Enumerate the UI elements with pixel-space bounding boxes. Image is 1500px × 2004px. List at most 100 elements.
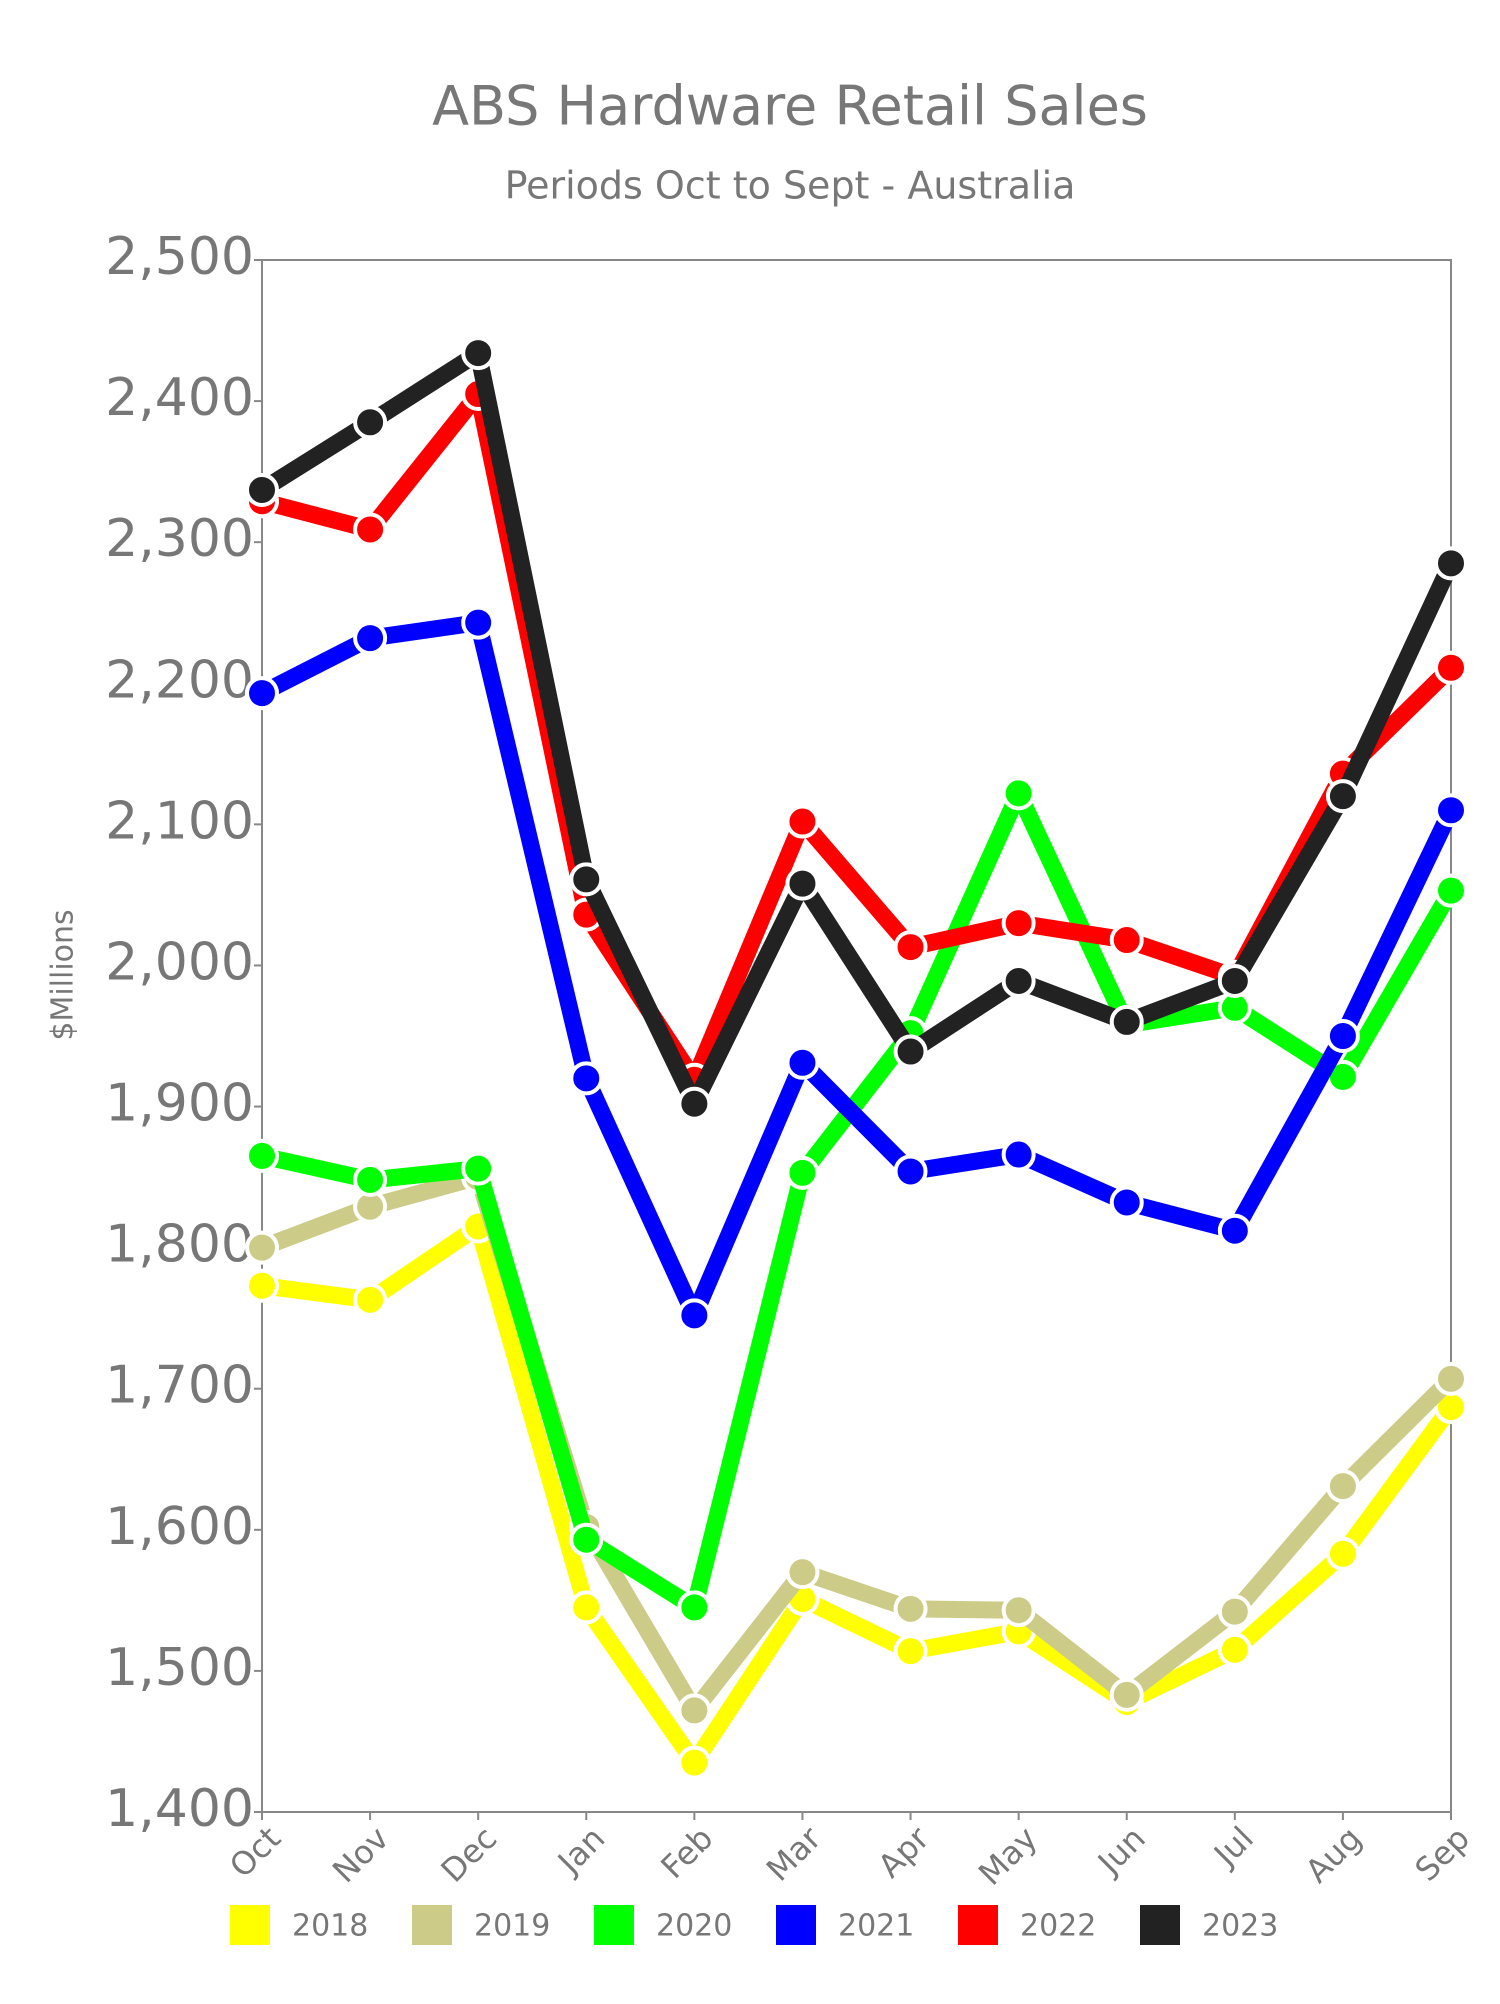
data-point [1217, 1213, 1252, 1248]
data-point [569, 862, 604, 897]
data-point [245, 472, 279, 507]
y-tick-label: 1,500 [105, 1638, 254, 1698]
data-point [245, 1230, 279, 1265]
x-tick-label: Jun [1089, 1819, 1153, 1883]
data-point [1217, 963, 1252, 998]
data-point [1217, 1632, 1252, 1667]
chart-title: ABS Hardware Retail Sales [432, 75, 1148, 138]
data-point [1434, 873, 1468, 908]
data-point [677, 1693, 712, 1728]
data-point [1217, 1594, 1252, 1629]
data-point [677, 1590, 712, 1625]
data-point [785, 1155, 820, 1190]
data-point [785, 1555, 820, 1590]
y-tick-label: 1,900 [105, 1074, 254, 1134]
data-point [785, 1045, 820, 1080]
y-tick-label: 2,400 [105, 368, 254, 428]
legend-swatch [776, 1905, 816, 1945]
x-tick-label: Apr [871, 1819, 938, 1886]
y-tick-label: 2,100 [105, 791, 254, 851]
data-point [1109, 923, 1144, 958]
data-point [893, 1591, 928, 1626]
plot-frame [261, 259, 1452, 1813]
x-tick-label: Dec [434, 1819, 505, 1890]
x-tick-label: Jan [549, 1819, 612, 1882]
x-tick-label: Jul [1205, 1819, 1261, 1875]
data-point [1434, 546, 1468, 581]
legend-label: 2018 [292, 1909, 368, 1944]
data-point [1325, 779, 1360, 814]
series-line [253, 614, 1460, 1324]
data-point [785, 804, 820, 839]
legend-label: 2020 [656, 1909, 732, 1944]
data-point [353, 1162, 388, 1197]
data-point [569, 1061, 604, 1096]
legend-swatch [1140, 1905, 1180, 1945]
legend-label: 2019 [474, 1909, 550, 1944]
data-point [1434, 1361, 1468, 1396]
data-point [1109, 1677, 1144, 1712]
data-point [569, 1590, 604, 1625]
y-tick-label: 1,400 [105, 1779, 254, 1839]
data-point [677, 1298, 712, 1333]
y-axis-label: $Millions [46, 909, 81, 1040]
data-point [353, 621, 388, 656]
y-tick-label: 2,200 [105, 650, 254, 710]
data-point [677, 1745, 712, 1780]
legend-swatch [958, 1905, 998, 1945]
x-tick-label: May [971, 1819, 1045, 1893]
data-point [1325, 1019, 1360, 1053]
y-tick-label: 2,000 [105, 932, 254, 992]
data-point [245, 676, 279, 711]
series-line [253, 344, 1460, 1113]
data-point [353, 1282, 388, 1317]
data-point [461, 336, 496, 371]
data-point [785, 866, 820, 901]
x-tick-label: Sep [1408, 1819, 1478, 1889]
data-point [893, 1634, 928, 1669]
data-point [1109, 1004, 1144, 1039]
data-point [1325, 1469, 1360, 1504]
data-point [461, 605, 496, 640]
data-point [353, 405, 388, 440]
legend-label: 2022 [1020, 1909, 1096, 1944]
x-tick-label: Aug [1298, 1819, 1369, 1890]
chart-subtitle: Periods Oct to Sept - Australia [505, 164, 1076, 208]
data-point [569, 1522, 604, 1557]
data-point [1434, 793, 1468, 828]
y-tick-label: 1,600 [105, 1497, 254, 1557]
series-line [253, 784, 1460, 1616]
data-point [1434, 650, 1468, 685]
legend-label: 2023 [1202, 1909, 1278, 1944]
y-tick-label: 1,700 [105, 1356, 254, 1416]
legend-swatch [594, 1905, 634, 1945]
legend-swatch [412, 1905, 452, 1945]
series-line [253, 1168, 1460, 1719]
data-point [1325, 1536, 1360, 1571]
data-point [1001, 906, 1036, 941]
data-point [677, 1086, 712, 1121]
legend-label: 2021 [838, 1909, 914, 1944]
data-point [461, 1151, 496, 1186]
y-tick-label: 2,300 [105, 509, 254, 569]
data-point [1001, 1137, 1036, 1172]
x-tick-label: Mar [759, 1819, 829, 1889]
x-tick-label: Feb [653, 1819, 720, 1886]
data-point [893, 1154, 928, 1189]
x-tick-label: Nov [325, 1819, 396, 1890]
data-point [1001, 963, 1036, 998]
series-line [253, 1217, 1460, 1772]
data-point [1109, 1185, 1144, 1220]
data-point [353, 512, 388, 547]
y-tick-label: 1,800 [105, 1215, 254, 1275]
legend-swatch [230, 1905, 270, 1945]
data-point [893, 1034, 928, 1069]
y-tick-label: 2,500 [105, 227, 254, 287]
data-point [245, 1138, 279, 1173]
data-point [1001, 1593, 1036, 1628]
data-point [245, 1268, 279, 1303]
data-point [893, 930, 928, 965]
data-point [1001, 776, 1036, 811]
